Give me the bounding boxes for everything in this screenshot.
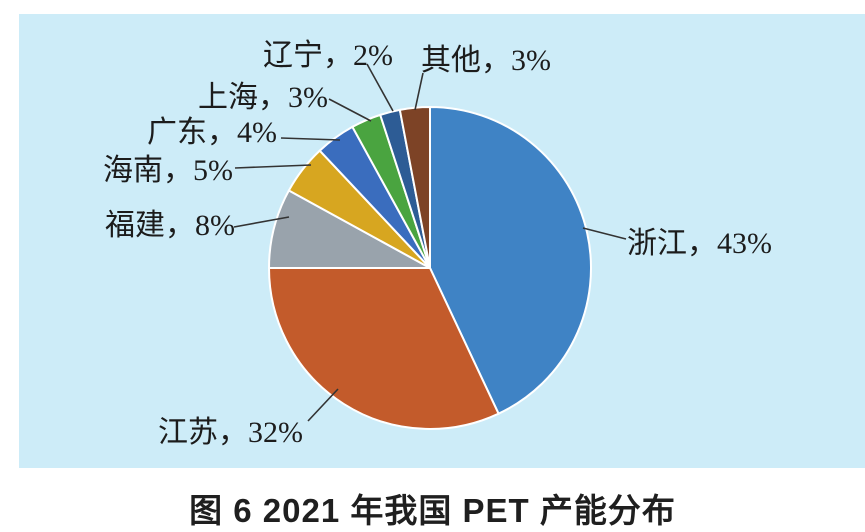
leader-lines-group — [233, 63, 627, 422]
leader-line-zhejiang — [582, 227, 627, 240]
leader-line-fujian — [233, 216, 290, 228]
pie-label-guangdong: 广东，4% — [147, 116, 277, 149]
pie-label-fujian: 福建，8% — [105, 209, 235, 242]
leader-line-guangdong — [280, 137, 341, 141]
pie-chart-canvas — [233, 63, 627, 430]
pie-label-shanghai: 上海，3% — [198, 81, 328, 114]
pie-slice-浙江 — [429, 105, 592, 416]
leader-line-hainan — [234, 164, 312, 169]
pie-slice-江苏 — [267, 267, 500, 430]
leader-line-shanghai — [328, 98, 372, 122]
pie-label-jiangsu: 江苏，32% — [158, 416, 303, 449]
pie-label-liaoning: 辽宁，2% — [263, 39, 393, 72]
pie-slices-group — [267, 105, 592, 430]
pie-label-other: 其他，3% — [421, 44, 551, 77]
pie-label-zhejiang: 浙江，43% — [627, 227, 772, 260]
leader-line-jiangsu — [307, 388, 339, 422]
leader-line-other — [414, 72, 424, 111]
leader-line-liaoning — [366, 63, 394, 112]
figure-caption: 图 6 2021 年我国 PET 产能分布 — [189, 492, 676, 529]
pie-label-hainan: 海南，5% — [103, 154, 233, 187]
